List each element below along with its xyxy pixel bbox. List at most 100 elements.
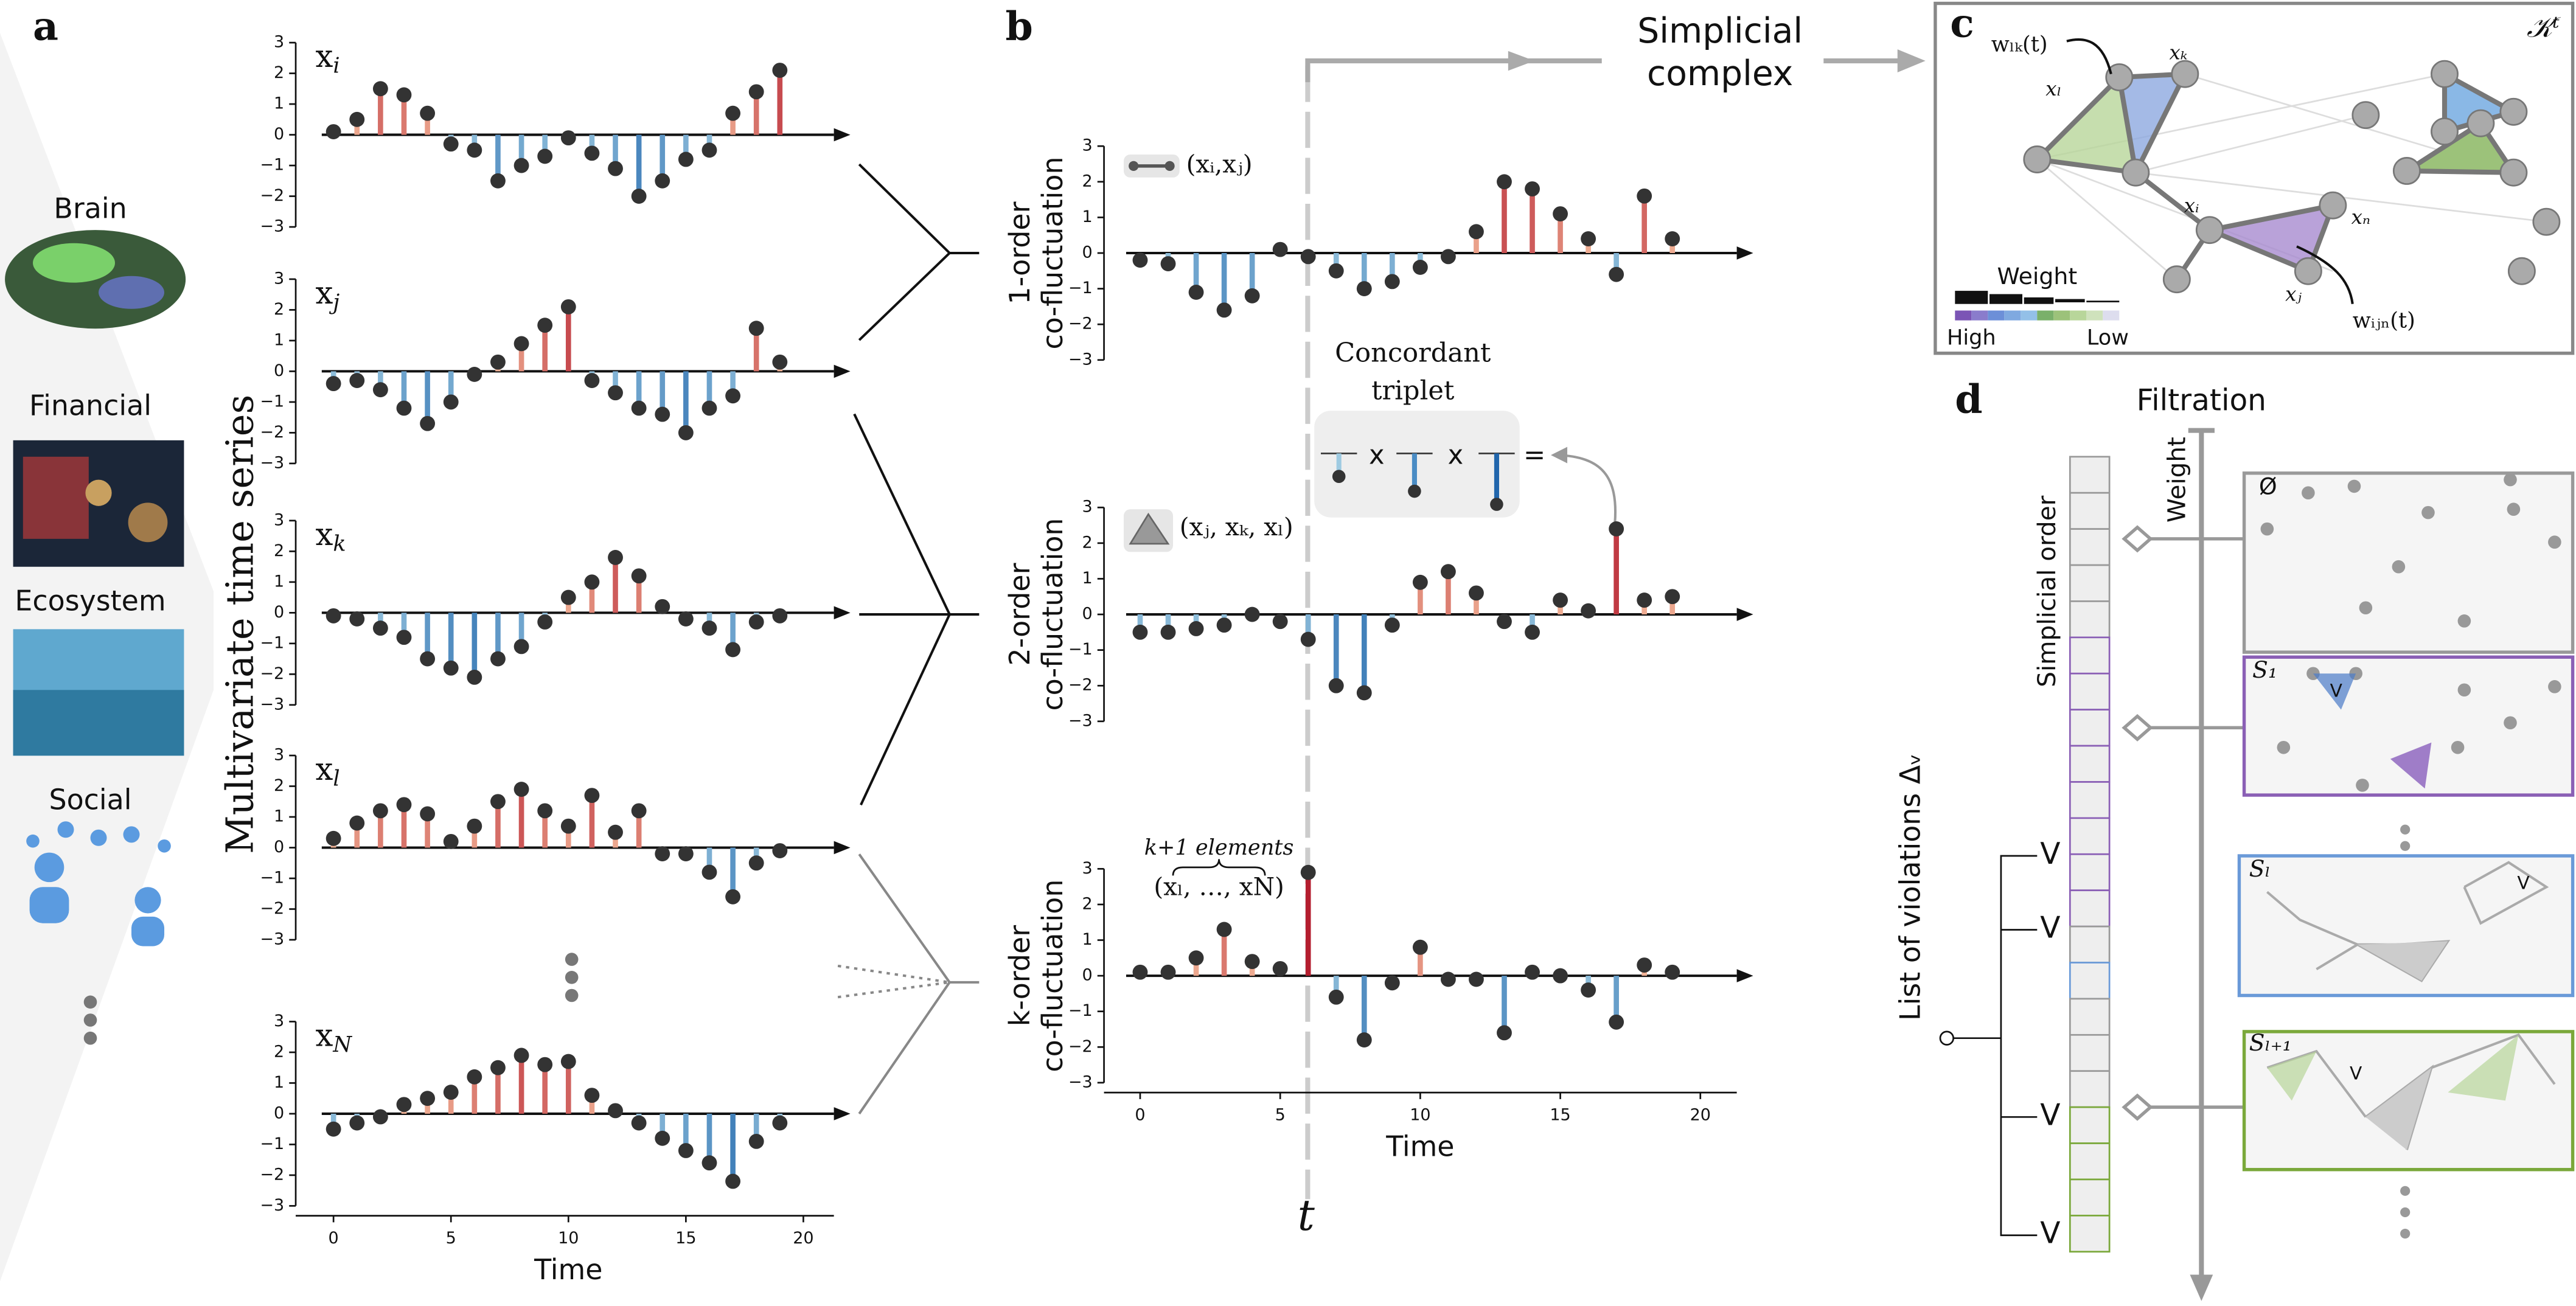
y-tick-label: 0	[274, 1103, 284, 1122]
stem-marker	[1412, 574, 1428, 590]
axis-label: List of violations Δᵥ	[1894, 754, 1927, 1021]
y-tick-label: 0	[274, 125, 284, 144]
order-cell	[2069, 491, 2111, 530]
decoration	[2507, 257, 2536, 285]
stem-marker	[325, 608, 341, 623]
decoration	[2119, 74, 2185, 173]
decoration	[853, 413, 951, 806]
y-tick-label: −1	[260, 156, 284, 175]
decoration	[1939, 1030, 1954, 1046]
stem-marker	[1609, 266, 1624, 282]
decoration	[2122, 1093, 2153, 1121]
title-sub: i	[333, 54, 339, 78]
decoration	[2053, 310, 2070, 321]
order-cell	[2069, 1178, 2111, 1217]
stem-marker	[325, 1121, 341, 1137]
stem-marker	[584, 1088, 600, 1103]
stem-marker	[537, 318, 553, 333]
stem-marker	[608, 550, 623, 565]
order-cell	[2069, 600, 2111, 639]
stem-marker	[372, 81, 388, 97]
decoration: x	[1369, 440, 1385, 470]
stem-marker	[655, 599, 670, 614]
stem-marker	[631, 568, 647, 584]
decoration: x	[1448, 440, 1464, 470]
y-tick-label: 3	[1082, 498, 1092, 516]
decoration	[2195, 216, 2224, 245]
decoration	[2122, 714, 2153, 742]
stem-marker	[1328, 989, 1344, 1005]
group	[1955, 291, 2120, 304]
decoration	[2499, 97, 2528, 126]
y-tick-label: 3	[274, 1012, 284, 1030]
order-cell	[2069, 672, 2111, 711]
y-axis-label: 2-order	[1003, 563, 1036, 665]
stem-marker	[678, 611, 694, 627]
stem-marker	[467, 818, 482, 834]
stem-marker	[1160, 256, 1176, 271]
order-cell	[2069, 564, 2111, 602]
stem-marker	[372, 803, 388, 819]
stem-marker	[678, 151, 694, 167]
decoration	[1955, 291, 1988, 304]
decoration	[1989, 294, 2023, 304]
y-tick-label: 3	[1082, 136, 1092, 155]
node-label: xₖ	[2169, 41, 2187, 64]
group	[2260, 473, 2561, 1239]
order-cell	[2069, 1033, 2111, 1072]
label: wᵢⱼₙ(t)	[2353, 308, 2415, 333]
panel-label: b	[1006, 4, 1033, 50]
stem-marker	[1609, 521, 1624, 537]
y-tick-label: 3	[274, 33, 284, 52]
stem-marker	[372, 382, 388, 398]
stem-marker	[1132, 624, 1148, 640]
y-tick-label: 1	[274, 330, 284, 349]
decoration	[2463, 861, 2549, 925]
stem-marker	[443, 833, 459, 849]
y-tick-label: 2	[274, 541, 284, 560]
order-cell	[2069, 853, 2111, 892]
stem-marker	[701, 400, 717, 416]
decoration	[2134, 170, 2212, 232]
y-tick-label: −1	[260, 1134, 284, 1153]
y-axis-label: co-fluctuation	[1036, 518, 1069, 711]
panel-label: c	[1950, 0, 1974, 46]
decoration	[131, 916, 165, 947]
group: V V V	[2330, 680, 2530, 1084]
stem-marker	[1132, 964, 1148, 980]
stem-marker	[1272, 241, 1288, 257]
violation: V	[2040, 837, 2060, 871]
title-sub: k	[333, 531, 346, 556]
stem-marker	[349, 815, 365, 831]
decoration	[2466, 109, 2495, 137]
y-tick-label: −2	[1068, 676, 1093, 695]
y-tick-label: −3	[260, 453, 284, 472]
decoration	[2004, 310, 2021, 321]
label: Concordant	[1335, 338, 1491, 368]
stem-marker	[1188, 285, 1204, 300]
decoration	[2451, 740, 2465, 754]
stem-marker	[372, 1109, 388, 1125]
decoration	[2392, 157, 2421, 185]
group	[837, 853, 980, 1115]
decoration	[2171, 60, 2199, 88]
stem-marker	[1300, 864, 1316, 880]
axis-arrow	[1736, 246, 1753, 260]
stem-marker	[443, 1085, 459, 1100]
stem-marker	[678, 1143, 694, 1158]
stem-marker	[443, 136, 459, 152]
stem-marker	[725, 642, 741, 658]
x-tick-label: 5	[1275, 1105, 1286, 1124]
stem-marker	[396, 630, 412, 645]
y-tick-label: −1	[260, 633, 284, 652]
violation: V	[2040, 911, 2060, 945]
order-cell	[2069, 925, 2111, 964]
stem-marker	[678, 846, 694, 862]
stem-marker	[1328, 263, 1344, 279]
stem-marker	[1497, 174, 1512, 190]
stem-marker	[537, 614, 553, 630]
group	[2069, 456, 2111, 1253]
y-tick-label: −3	[1068, 350, 1093, 369]
y-tick-label: 0	[274, 361, 284, 380]
stem-marker	[1160, 624, 1176, 640]
